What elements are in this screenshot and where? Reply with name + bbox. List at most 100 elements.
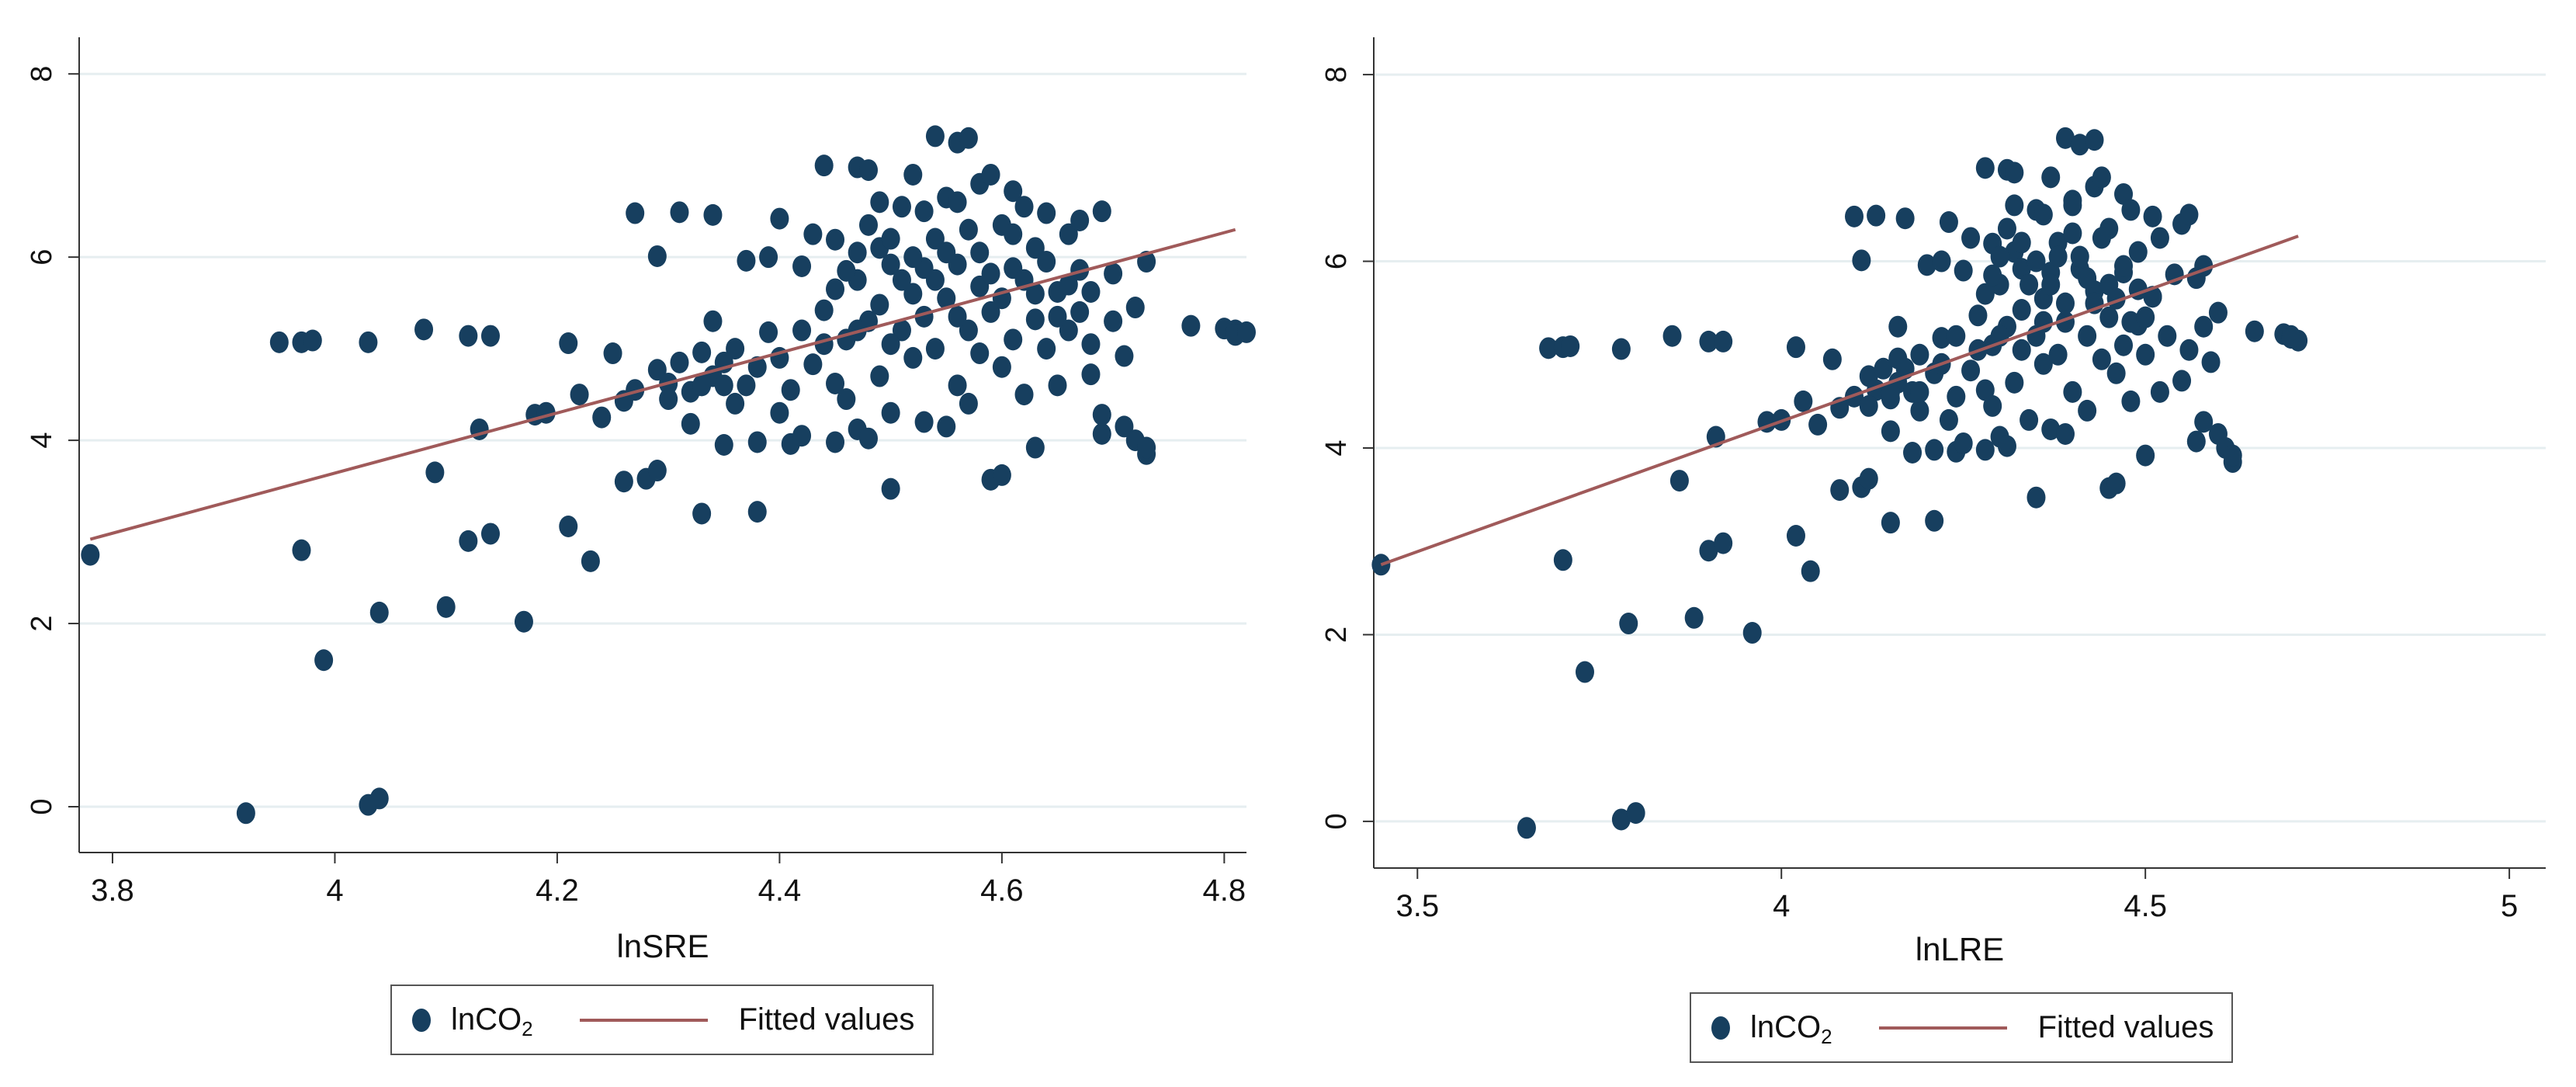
legend-line-icon [579, 1018, 708, 1022]
scatter-point [1786, 336, 1805, 359]
scatter-point [2128, 241, 2148, 263]
chart-svg: 0 2 4 6 8 3.8 4 4.2 4.4 4.6 4.8 lnSRE [26, 37, 1256, 964]
scatter-point [1115, 415, 1134, 438]
scatter-point [2041, 166, 2061, 189]
scatter-point [937, 415, 956, 438]
scatter-point [647, 359, 667, 381]
scatter-point [692, 341, 712, 363]
scatter-point [480, 325, 500, 347]
scatter-point [792, 319, 812, 342]
scatter-point [1539, 337, 1558, 359]
scatter-point [1669, 470, 1689, 492]
scatter-point [881, 333, 900, 356]
scatter-point [948, 374, 967, 397]
scatter-point [2194, 411, 2214, 433]
scatter-point [2078, 267, 2097, 290]
scatter-point [981, 262, 1000, 285]
scatter-point [803, 223, 823, 245]
scatter-point [914, 200, 934, 223]
scatter-point [2179, 339, 2199, 361]
legend-label-series: lnCO2 [451, 1002, 533, 1040]
fitted-line [89, 227, 1236, 541]
scatter-point [737, 249, 756, 272]
scatter-point [1975, 379, 1995, 401]
scatter-point [1626, 802, 1645, 825]
y-tick-label: 0 [1320, 813, 1353, 829]
y-tick-label: 0 [26, 798, 58, 814]
scatter-point [2114, 182, 2134, 205]
scatter-point [2063, 222, 2082, 245]
legend-label-fitted: Fitted values [738, 1002, 915, 1037]
scatter-point [1910, 380, 1929, 403]
scatter-point [2201, 351, 2221, 373]
scatter-point [2121, 199, 2141, 221]
scatter-point [1611, 338, 1631, 360]
scatter-point [303, 329, 322, 352]
x-tick-label: 4 [326, 873, 343, 908]
scatter-point [1932, 327, 1951, 349]
scatter-point [1517, 817, 1536, 839]
scatter-point [970, 342, 990, 365]
scatter-point [992, 464, 1011, 486]
scatter-point [870, 191, 889, 214]
scatter-point [369, 787, 389, 810]
scatter-point [2179, 203, 2199, 226]
scatter-point [1025, 283, 1045, 305]
scatter-point [1025, 436, 1045, 459]
scatter-point [1939, 211, 1958, 234]
scatter-point [1137, 436, 1156, 459]
scatter-point [359, 331, 378, 353]
scatter-point [1037, 202, 1056, 224]
scatter-point [903, 346, 923, 369]
scatter-point [2099, 306, 2119, 328]
scatter-point [436, 596, 456, 618]
scatter-point [1048, 374, 1067, 397]
scatter-point [2114, 334, 2134, 356]
scatter-point [2150, 380, 2169, 403]
scatter-point [626, 202, 645, 224]
scatter-point [369, 601, 389, 623]
scatter-point [781, 379, 800, 401]
scatter-point [2041, 418, 2061, 440]
scatter-point [2121, 390, 2141, 412]
fitted-line [1380, 234, 2299, 567]
scatter-point [647, 245, 667, 267]
scatter-point [1830, 479, 1850, 502]
scatter-point [2063, 380, 2082, 403]
scatter-point [1903, 442, 1922, 464]
scatter-point [1619, 613, 1638, 635]
scatter-point [236, 802, 255, 825]
scatter-point [1975, 283, 1995, 305]
scatter-point [1048, 305, 1067, 328]
scatter-point [2092, 227, 2111, 249]
scatter-point [1553, 549, 1572, 571]
scatter-point [770, 401, 789, 424]
scatter-point [1867, 204, 1886, 227]
scatter-point [759, 246, 778, 269]
scatter-point [2121, 311, 2141, 333]
scatter-point [1115, 345, 1134, 367]
scatter-point [2033, 352, 2053, 375]
scatter-point [1961, 227, 1981, 249]
scatter-point [2208, 301, 2228, 324]
scatter-point [959, 392, 978, 415]
scatter-point [2186, 430, 2206, 453]
scatter-point [459, 325, 478, 347]
scatter-point [1092, 200, 1111, 223]
scatter-point [1881, 420, 1900, 443]
scatter-point [1794, 390, 1813, 412]
x-tick-label: 4.4 [758, 873, 802, 908]
scatter-point [1881, 380, 1900, 403]
scatter-point [2085, 129, 2104, 151]
scatter-point [1714, 330, 1733, 352]
scatter-point [881, 401, 900, 424]
legend-label-series: lnCO2 [1750, 1010, 1832, 1048]
scatter-point [2106, 472, 2126, 495]
scatter-point [2055, 422, 2075, 445]
scatter-point [903, 163, 923, 186]
scatter-point [1059, 319, 1078, 342]
scatter-point [925, 227, 945, 250]
scatter-point [1684, 606, 1704, 629]
scatter-point [1037, 338, 1056, 360]
scatter-point [937, 287, 956, 310]
